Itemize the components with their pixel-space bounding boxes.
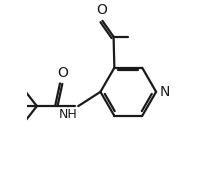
- Text: NH: NH: [59, 108, 77, 121]
- Text: O: O: [57, 66, 68, 80]
- Text: O: O: [96, 3, 107, 17]
- Text: N: N: [160, 85, 170, 99]
